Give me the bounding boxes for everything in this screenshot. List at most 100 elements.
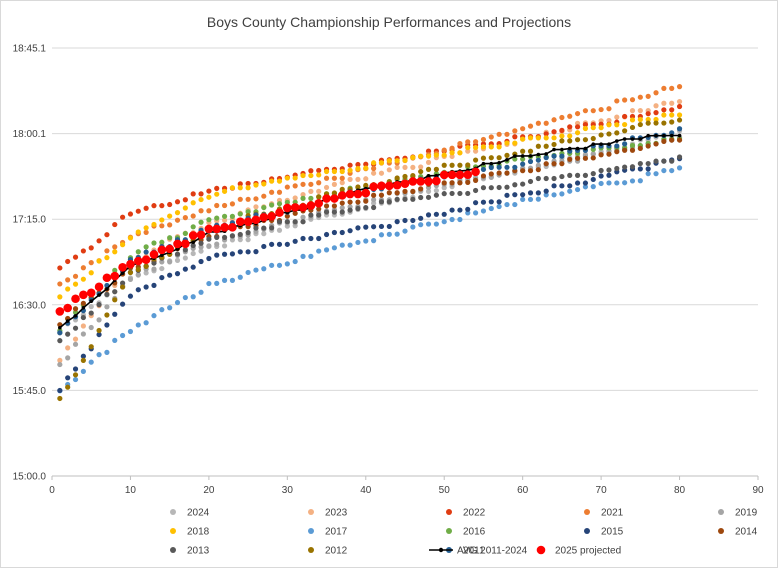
data-point (190, 200, 196, 206)
data-point (276, 201, 283, 207)
data-point (425, 194, 432, 200)
data-point (292, 195, 298, 201)
data-point (228, 223, 237, 232)
data-point (363, 204, 369, 211)
data-point (300, 219, 306, 225)
data-point (371, 238, 377, 244)
data-point (543, 155, 549, 161)
data-point (488, 205, 494, 212)
data-point (300, 192, 306, 198)
data-point (80, 248, 86, 254)
data-point (363, 182, 369, 189)
data-point (159, 259, 165, 265)
data-point (606, 122, 612, 128)
data-point (441, 211, 447, 217)
x-tick-label: 90 (752, 485, 764, 496)
data-point (676, 98, 683, 105)
data-point (245, 237, 251, 243)
data-point (182, 247, 188, 253)
data-point (221, 277, 228, 283)
data-point (433, 152, 439, 158)
data-point (104, 291, 110, 298)
data-point (65, 331, 71, 337)
data-point (488, 199, 494, 205)
data-point (559, 191, 565, 197)
data-point (488, 185, 494, 191)
data-point (520, 181, 526, 187)
data-point (394, 158, 400, 164)
data-point (559, 183, 565, 189)
data-point (214, 252, 220, 258)
data-point (214, 202, 220, 209)
data-point (449, 190, 455, 197)
data-point (276, 227, 283, 233)
data-point (598, 125, 604, 131)
data-point (378, 232, 385, 238)
data-point (653, 141, 659, 147)
legend-item: AVG 2011-2024 (429, 546, 528, 557)
data-point (253, 196, 259, 202)
data-point (345, 189, 355, 199)
data-point (559, 161, 565, 167)
data-point (206, 243, 212, 249)
legend-label: 2018 (187, 527, 210, 538)
data-point (598, 106, 604, 113)
gridlines (52, 47, 758, 477)
data-point (229, 277, 236, 283)
data-point (86, 288, 96, 298)
data-point (567, 113, 573, 119)
data-point (410, 154, 416, 161)
data-point (567, 183, 573, 189)
data-point (606, 172, 612, 178)
data-point (637, 108, 643, 114)
data-point (590, 184, 596, 190)
data-point (544, 152, 548, 156)
data-point (622, 147, 628, 153)
data-point (371, 170, 377, 176)
axes: 15:00.0 15:45.0 16:30.0 17:15.0 18:00.1 18:45… (13, 44, 764, 497)
data-point (204, 224, 214, 234)
data-point (308, 195, 314, 201)
data-point (473, 157, 479, 163)
data-point (449, 150, 455, 156)
data-point (637, 116, 643, 123)
data-point (676, 112, 683, 118)
data-point (371, 197, 377, 203)
data-point (167, 259, 173, 265)
data-point (269, 262, 275, 268)
data-point (72, 341, 79, 347)
data-point (590, 125, 596, 131)
data-point (504, 152, 510, 158)
data-point (159, 217, 165, 223)
data-point (465, 144, 471, 151)
data-point (143, 263, 149, 269)
legend-label: 2011 (463, 546, 485, 557)
data-point (590, 155, 596, 161)
data-point (190, 294, 196, 300)
data-point (88, 344, 94, 350)
data-point (245, 249, 251, 255)
data-point (245, 180, 251, 187)
x-tick-label: 20 (203, 485, 215, 496)
data-point (308, 168, 314, 174)
data-point (143, 320, 149, 326)
data-point (331, 245, 337, 251)
data-point (402, 188, 408, 194)
data-point (112, 221, 118, 228)
data-point (80, 357, 86, 363)
data-point (614, 122, 620, 128)
data-point (527, 123, 534, 129)
data-point (339, 205, 345, 211)
data-point (567, 188, 573, 194)
data-point (190, 264, 196, 270)
data-point (214, 191, 220, 197)
data-point (206, 217, 212, 223)
data-point (323, 247, 330, 253)
data-point (457, 150, 463, 156)
data-point (496, 170, 502, 176)
series-2015 (57, 156, 683, 394)
data-point (527, 148, 534, 154)
data-point (339, 168, 345, 175)
data-point (339, 209, 345, 215)
series-2025-projected (55, 167, 480, 316)
